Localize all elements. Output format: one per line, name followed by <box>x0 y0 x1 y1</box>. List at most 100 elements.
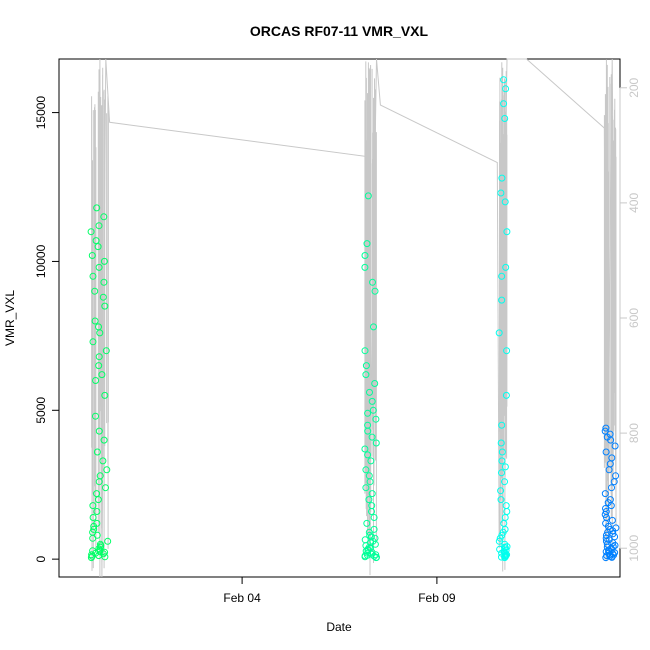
data-point-rf08 <box>363 519 371 527</box>
data-point-rf08 <box>371 287 379 295</box>
data-point-rf07 <box>93 448 101 456</box>
data-points-layer <box>87 76 620 562</box>
data-point-rf07 <box>102 347 110 355</box>
data-point-rf09 <box>501 540 509 548</box>
plot-area-frame <box>58 58 621 578</box>
data-point-rf07 <box>93 204 101 212</box>
data-point-rf11 <box>608 484 615 492</box>
data-point-rf09 <box>498 421 506 429</box>
data-point-rf07 <box>102 484 109 492</box>
data-point-rf09 <box>495 329 503 337</box>
data-point-rf08 <box>367 533 375 541</box>
data-point-rf07 <box>99 293 107 301</box>
data-point-rf09 <box>500 100 508 108</box>
data-point-rf08 <box>368 433 376 441</box>
data-point-rf08 <box>366 388 373 396</box>
data-point-rf07 <box>94 243 102 251</box>
data-point-rf08 <box>370 525 378 533</box>
pressure-trace-line <box>99 58 617 578</box>
data-point-rf11 <box>609 530 617 538</box>
data-point-rf09 <box>497 487 505 495</box>
data-point-rf08 <box>361 536 369 544</box>
y-tick-label: 15000 <box>34 96 48 130</box>
data-point-rf07 <box>95 222 103 230</box>
data-point-rf08 <box>364 192 372 200</box>
data-point-rf07 <box>96 472 104 480</box>
data-point-rf09 <box>502 502 510 510</box>
data-point-rf08 <box>368 490 376 498</box>
y2-tick-label: 600 <box>627 308 641 328</box>
data-point-rf08 <box>362 466 370 474</box>
pressure-trace-layer <box>91 58 617 578</box>
data-point-rf07 <box>91 317 99 325</box>
data-point-rf07 <box>93 508 101 515</box>
data-point-rf09 <box>497 439 505 447</box>
data-point-rf09 <box>502 85 510 93</box>
data-point-rf09 <box>501 198 509 206</box>
data-point-rf07 <box>93 519 101 527</box>
data-point-rf09 <box>501 548 509 556</box>
data-point-rf07 <box>101 302 109 310</box>
data-point-rf07 <box>95 263 103 271</box>
data-point-rf09 <box>500 519 508 527</box>
data-point-rf08 <box>372 415 380 423</box>
data-point-rf08 <box>370 323 377 331</box>
data-point-rf08 <box>367 457 375 465</box>
data-point-rf07 <box>89 514 97 521</box>
data-point-rf09 <box>502 391 510 399</box>
pressure-trace-oscillation-rf07 <box>91 67 109 571</box>
data-point-rf07 <box>89 338 97 346</box>
pressure-trace-oscillation-rf09 <box>499 62 508 572</box>
data-point-rf08 <box>368 397 376 405</box>
data-point-rf09 <box>498 272 506 280</box>
data-point-rf08 <box>370 514 378 521</box>
data-point-rf07 <box>95 427 103 435</box>
data-point-rf08 <box>365 496 373 504</box>
data-point-rf09 <box>497 496 505 504</box>
data-point-rf09 <box>500 547 508 555</box>
data-point-rf09 <box>503 347 511 355</box>
data-point-rf09 <box>500 76 508 84</box>
data-point-rf08 <box>369 406 377 414</box>
data-point-rf09 <box>498 174 506 182</box>
data-point-rf09 <box>501 115 509 122</box>
data-point-rf11 <box>603 552 611 560</box>
data-point-rf11 <box>602 505 609 512</box>
data-point-rf11 <box>608 454 616 462</box>
data-point-rf09 <box>503 543 511 551</box>
data-point-rf08 <box>366 531 374 539</box>
data-point-rf11 <box>606 496 614 504</box>
data-point-rf07 <box>92 412 99 420</box>
data-point-rf11 <box>612 472 620 480</box>
data-point-rf07 <box>100 436 108 444</box>
data-point-rf07 <box>87 228 95 236</box>
data-point-rf07 <box>104 537 112 545</box>
data-point-rf07 <box>95 362 103 370</box>
data-point-rf07 <box>100 257 108 265</box>
data-point-rf07 <box>103 466 111 474</box>
x-tick-label: Feb 09 <box>418 591 456 605</box>
data-point-rf11 <box>602 448 610 456</box>
data-point-rf09 <box>498 469 505 477</box>
data-point-rf08 <box>369 278 376 286</box>
data-point-rf09 <box>501 544 509 552</box>
data-point-rf09 <box>495 537 503 545</box>
data-point-rf08 <box>373 553 380 561</box>
x-tick-label: Feb 04 <box>223 591 261 605</box>
data-point-rf07 <box>95 552 103 560</box>
data-point-rf07 <box>90 525 98 533</box>
data-point-rf08 <box>361 263 369 271</box>
data-point-rf07 <box>89 272 97 280</box>
data-point-rf11 <box>611 442 619 450</box>
data-point-rf08 <box>371 380 379 387</box>
y-tick-label: 10000 <box>34 244 48 278</box>
data-point-rf07 <box>95 353 103 361</box>
data-point-rf08 <box>365 472 373 480</box>
data-point-rf07 <box>99 457 107 465</box>
data-point-rf08 <box>372 439 380 447</box>
data-point-rf11 <box>602 424 610 432</box>
data-point-rf11 <box>612 524 620 532</box>
data-point-rf09 <box>503 228 511 236</box>
data-point-rf09 <box>498 457 506 465</box>
data-point-rf11 <box>606 430 614 438</box>
